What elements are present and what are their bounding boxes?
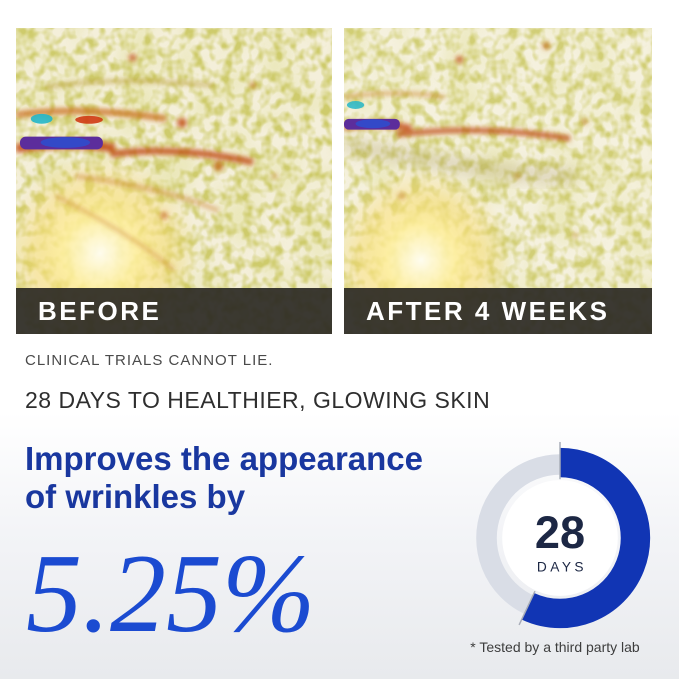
- donut-center-hole: [502, 480, 618, 596]
- claim-statement: Improves the appearance of wrinkles by: [25, 440, 455, 516]
- thermal-hotspot-cluster: [344, 101, 400, 130]
- headline-text: 28 DAYS TO HEALTHIER, GLOWING SKIN: [25, 387, 491, 413]
- donut-needle-end: [518, 590, 536, 626]
- light-glow: [344, 143, 535, 334]
- thermal-streaks: [16, 53, 278, 272]
- after-skin-thermal-image: [344, 28, 652, 334]
- percentage-value: 5.25%: [26, 532, 316, 656]
- before-photo-panel: BEFORE: [16, 28, 332, 334]
- donut-center-value: 28: [535, 507, 585, 558]
- days-donut-chart: 28 DAYS: [469, 441, 651, 629]
- donut-center-unit: DAYS: [537, 559, 587, 574]
- after-label-bar: AFTER 4 WEEKS: [344, 288, 652, 334]
- after-label: AFTER 4 WEEKS: [366, 295, 610, 326]
- before-label-bar: BEFORE: [16, 288, 332, 334]
- after-photo-panel: AFTER 4 WEEKS: [344, 28, 652, 334]
- thermal-hotspot-cluster: [19, 113, 103, 150]
- footnote-text: * Tested by a third party lab: [470, 639, 640, 655]
- claim-statement-line2: of wrinkles by: [25, 478, 246, 515]
- before-skin-thermal-image: [16, 28, 332, 334]
- before-label: BEFORE: [38, 295, 162, 326]
- claim-statement-line1: Improves the appearance: [25, 440, 423, 477]
- eyebrow-text: CLINICAL TRIALS CANNOT LIE.: [25, 352, 274, 369]
